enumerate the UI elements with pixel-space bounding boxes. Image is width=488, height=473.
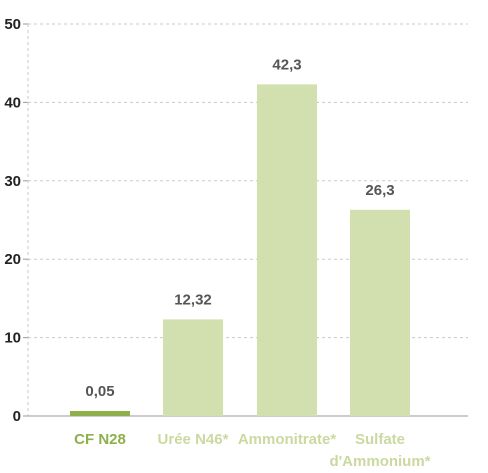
category-label: d'Ammonium* xyxy=(329,453,430,470)
data-label: 12,32 xyxy=(174,291,212,308)
category-labels: CF N28 Urée N46* Ammonitrate* Sulfate d'Ammo… xyxy=(74,431,431,470)
category-label: Sulfate xyxy=(355,431,405,448)
category-label: Urée N46* xyxy=(158,431,229,448)
y-tick-label: 40 xyxy=(4,94,21,111)
bar xyxy=(70,411,130,416)
data-labels: 0,05 12,32 42,3 26,3 xyxy=(85,56,394,400)
y-tick-label: 20 xyxy=(4,251,21,268)
data-label: 26,3 xyxy=(365,182,394,199)
category-label: Ammonitrate* xyxy=(238,431,337,448)
category-label: CF N28 xyxy=(74,431,126,448)
bar xyxy=(257,84,317,417)
y-axis: 0 10 20 30 40 50 xyxy=(4,16,468,425)
bar xyxy=(163,319,223,416)
y-tick-label: 10 xyxy=(4,330,21,347)
data-label: 0,05 xyxy=(85,383,114,400)
y-tick-label: 30 xyxy=(4,173,21,190)
y-tick-label: 50 xyxy=(4,16,21,33)
bar xyxy=(350,209,410,416)
data-label: 42,3 xyxy=(272,56,301,73)
bars xyxy=(70,84,410,417)
y-tick-label: 0 xyxy=(13,408,21,425)
